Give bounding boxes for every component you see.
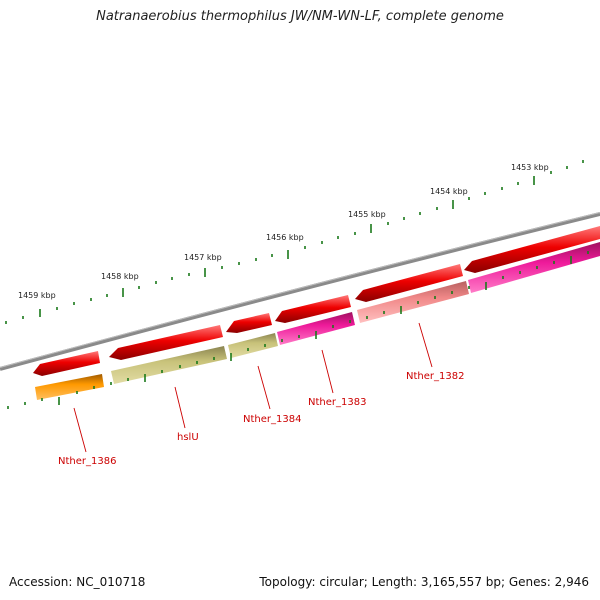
- accession-text: Accession: NC_010718: [9, 575, 146, 589]
- gene-bar-magenta: [468, 242, 600, 293]
- scale-label: 1455 kbp: [348, 210, 386, 219]
- gene-arrow: [109, 325, 223, 360]
- gene-arrow: [275, 295, 351, 323]
- scale-label: 1457 kbp: [184, 253, 222, 262]
- gene-bar-salmon: [357, 281, 469, 323]
- inner-tick-ring: [7, 251, 589, 409]
- forward-strand-genes: [33, 226, 600, 376]
- gene-label-leaders: [73, 322, 433, 453]
- gene-arrow: [226, 313, 272, 333]
- scale-label: 1458 kbp: [101, 272, 139, 281]
- scale-label: 1459 kbp: [18, 291, 56, 300]
- topology-text: Topology: circular; Length: 3,165,557 bp…: [259, 575, 589, 589]
- gene-label-hslu: hslU: [177, 432, 199, 443]
- gene-arrow: [355, 264, 463, 302]
- gene-arrow: [33, 351, 100, 376]
- gene-bar-magenta: [277, 312, 355, 345]
- scale-label: 1454 kbp: [430, 187, 468, 196]
- category-ring-genes: [35, 242, 600, 400]
- scale-labels: 1459 kbp 1458 kbp 1457 kbp 1456 kbp 1455…: [18, 163, 549, 300]
- gene-label-nther-1384: Nther_1384: [243, 414, 301, 425]
- genome-backbone: [0, 212, 600, 371]
- map-title: Natranaerobius thermophilus JW/NM-WN-LF,…: [96, 9, 504, 24]
- gene-label-nther-1386: Nther_1386: [58, 456, 116, 467]
- gene-label-nther-1382: Nther_1382: [406, 371, 464, 382]
- scale-label: 1453 kbp: [511, 163, 549, 172]
- gene-bar-orange: [35, 374, 104, 400]
- gene-labels: Nther_1386 hslU Nther_1384 Nther_1383 Nt…: [58, 371, 464, 467]
- gene-arrow: [464, 226, 600, 273]
- gene-bar-olive: [228, 333, 278, 358]
- gene-label-nther-1383: Nther_1383: [308, 397, 366, 408]
- outer-tick-ring: [5, 160, 584, 324]
- scale-label: 1456 kbp: [266, 233, 304, 242]
- gene-bar-olive: [111, 346, 227, 384]
